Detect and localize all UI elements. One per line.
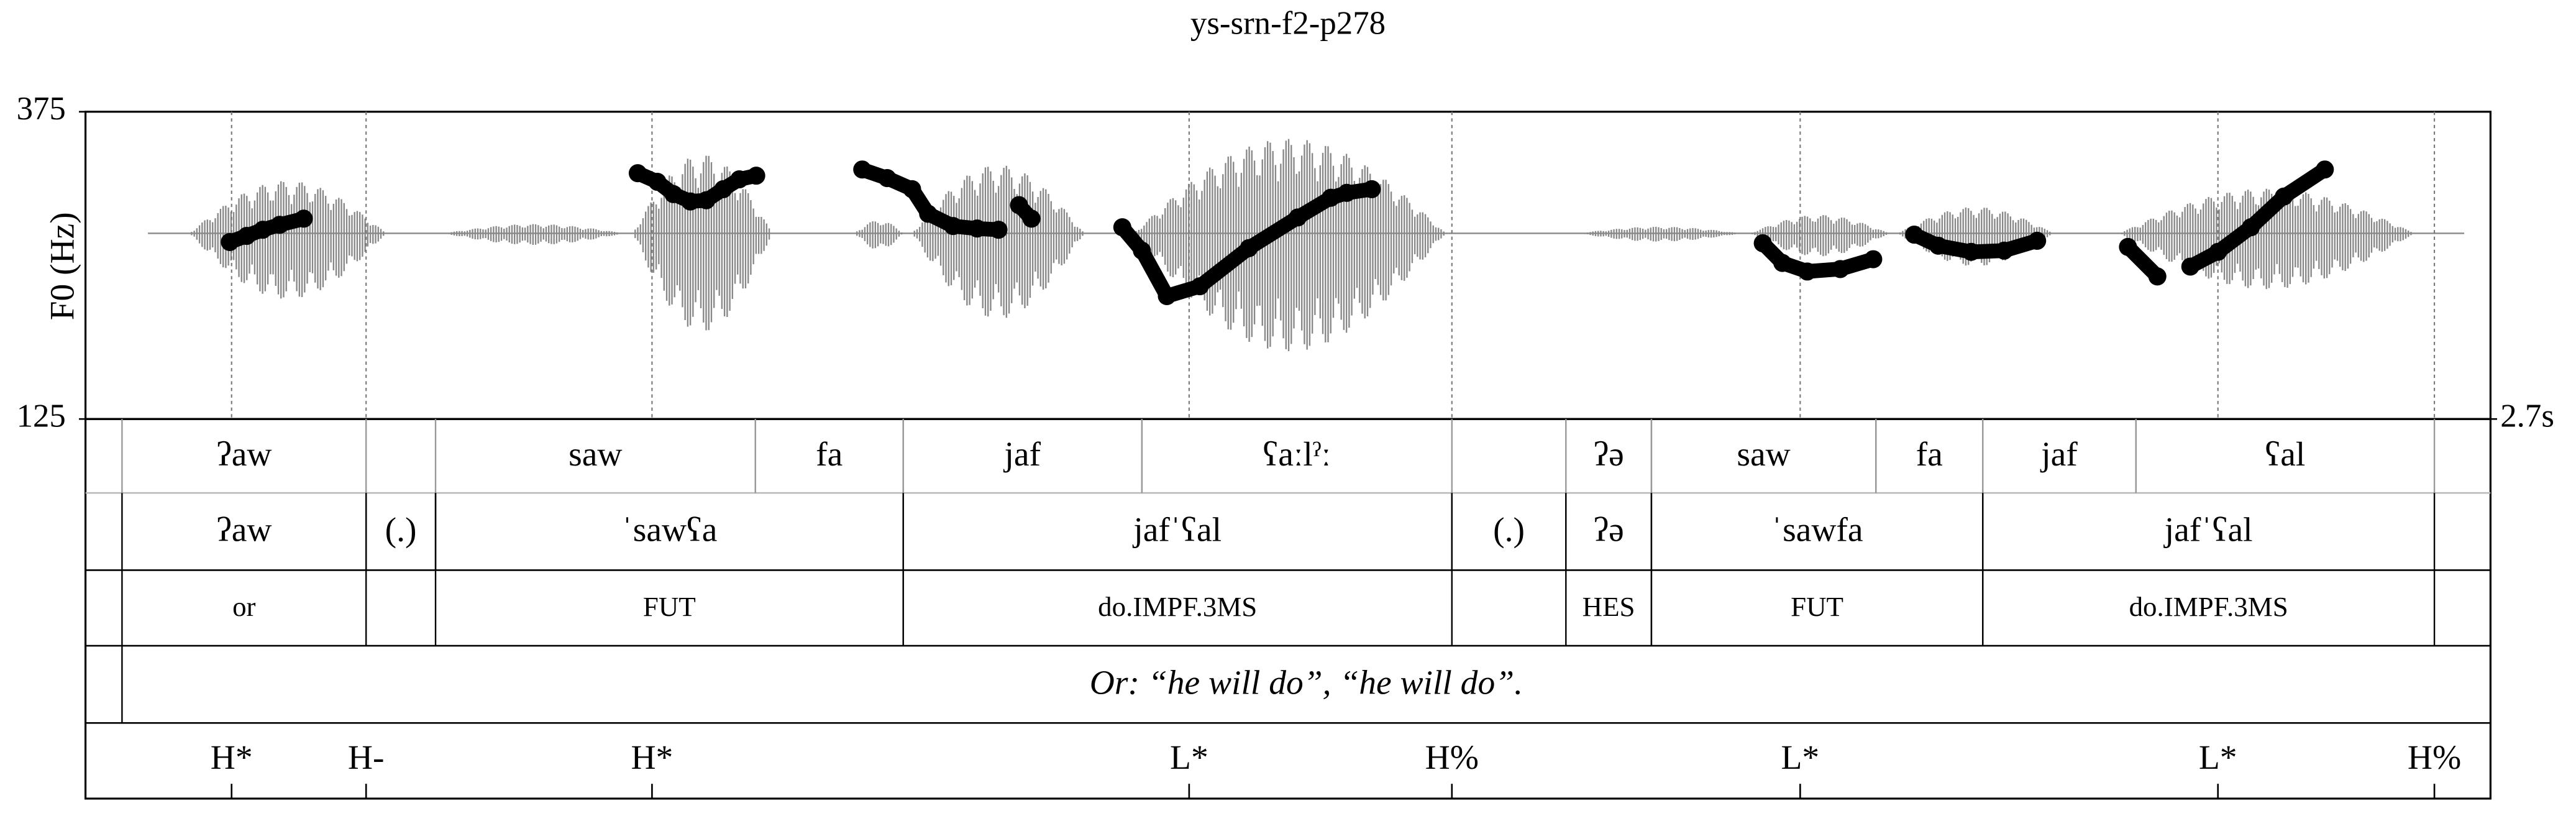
pitch-point [1338, 183, 1356, 202]
pitch-point [1753, 234, 1772, 252]
tone-label: L* [1781, 739, 1819, 777]
pitch-point [1962, 242, 1981, 261]
tier-label: ʕal [2265, 436, 2306, 474]
pitch-point [2119, 237, 2137, 256]
pitch-point [2181, 257, 2199, 276]
pitch-point [295, 209, 313, 228]
pitch-point [2209, 242, 2227, 261]
pitch-point [681, 192, 700, 211]
pitch-point [1995, 241, 2014, 260]
tier-label: do.IMPF.3MS [1098, 591, 1257, 622]
pitch-point [2028, 231, 2047, 250]
pitch-point [1158, 287, 1176, 305]
tier-label: do.IMPF.3MS [2129, 591, 2288, 622]
tier-label: ʔaw [216, 511, 272, 549]
chart-title: ys-srn-f2-p278 [1190, 5, 1386, 41]
pitch-point [2316, 160, 2334, 179]
tier-label: FUT [643, 591, 696, 622]
tone-label: L* [1170, 739, 1208, 777]
tone-label: H% [1425, 739, 1479, 777]
pitch-point [1133, 241, 1151, 260]
tier-label: ʔə [1593, 511, 1624, 549]
waveform [148, 139, 2465, 352]
pitch-point [270, 216, 289, 234]
pitch-point [903, 180, 921, 198]
y-tick-label: 375 [17, 91, 66, 127]
pitch-point [1905, 226, 1924, 244]
tier-label: ʔə [1593, 436, 1624, 474]
tier-label: Or: “he will do”, “he will do”. [1090, 664, 1523, 702]
pitch-point [1363, 180, 1381, 198]
y-tick-label: 125 [17, 398, 66, 434]
pitch-point [1773, 254, 1792, 272]
pitch-point [628, 164, 647, 183]
tier-label: HES [1583, 591, 1635, 622]
pitch-point [989, 221, 1008, 239]
pitch-point [664, 185, 683, 203]
tone-label: L* [2199, 739, 2237, 777]
pitch-point [253, 221, 272, 239]
pitch-point [2275, 187, 2293, 206]
pitch-point [2148, 267, 2167, 286]
tier-label: saw [569, 436, 622, 474]
pitch-point [1022, 209, 1041, 228]
tier-label: fa [1916, 436, 1943, 474]
pitch-point [853, 160, 872, 179]
pitch-point [1864, 250, 1883, 268]
tone-label: H* [211, 739, 253, 777]
pitch-point [697, 191, 716, 209]
tone-label: H% [2408, 739, 2461, 777]
pitch-point [1289, 208, 1307, 227]
pitch-point [648, 172, 667, 191]
pitch-point [944, 217, 962, 236]
pitch-point [1190, 277, 1209, 296]
pitch-point [878, 169, 897, 188]
y-axis-label: F0 (Hz) [44, 212, 82, 320]
x-tick-label: 2.7s [2500, 398, 2554, 434]
tier-label: ˈsawʕa [621, 511, 717, 549]
tier-label: fa [816, 436, 843, 474]
tier-label: ʔaw [216, 436, 272, 474]
pitch-point [237, 226, 256, 245]
pitch-point [1322, 188, 1340, 207]
pitch-point [730, 170, 749, 189]
tone-label: H* [631, 739, 673, 777]
tier-label: jafˈʕal [1132, 511, 1222, 549]
pitch-point [747, 167, 765, 185]
tier-label: ʕaːlˀː [1263, 436, 1331, 474]
tier-label: saw [1737, 436, 1790, 474]
pitch-point [221, 232, 239, 251]
pitch-point [1010, 196, 1028, 214]
tier-label: jaf [2040, 436, 2078, 474]
pitch-point [714, 180, 733, 198]
tier-label: jafˈʕal [2163, 511, 2253, 549]
pitch-point [1831, 260, 1850, 278]
pitch-point [1798, 262, 1817, 281]
tier-label: FUT [1791, 591, 1843, 622]
pitch-point [2242, 218, 2260, 237]
pitch-point [968, 219, 987, 238]
tier-label: ˈsawfa [1771, 511, 1863, 549]
tier-label: or [232, 591, 255, 622]
pitch-point [1929, 236, 1948, 255]
tier-frame [84, 418, 2492, 800]
tier-label: (.) [385, 511, 417, 549]
pitch-point [1240, 239, 1258, 257]
tier-label: jaf [1003, 436, 1041, 474]
pitch-point [1113, 218, 1131, 237]
pitch-point [919, 204, 938, 223]
tone-label: H- [348, 739, 385, 777]
tier-label: (.) [1493, 511, 1525, 549]
